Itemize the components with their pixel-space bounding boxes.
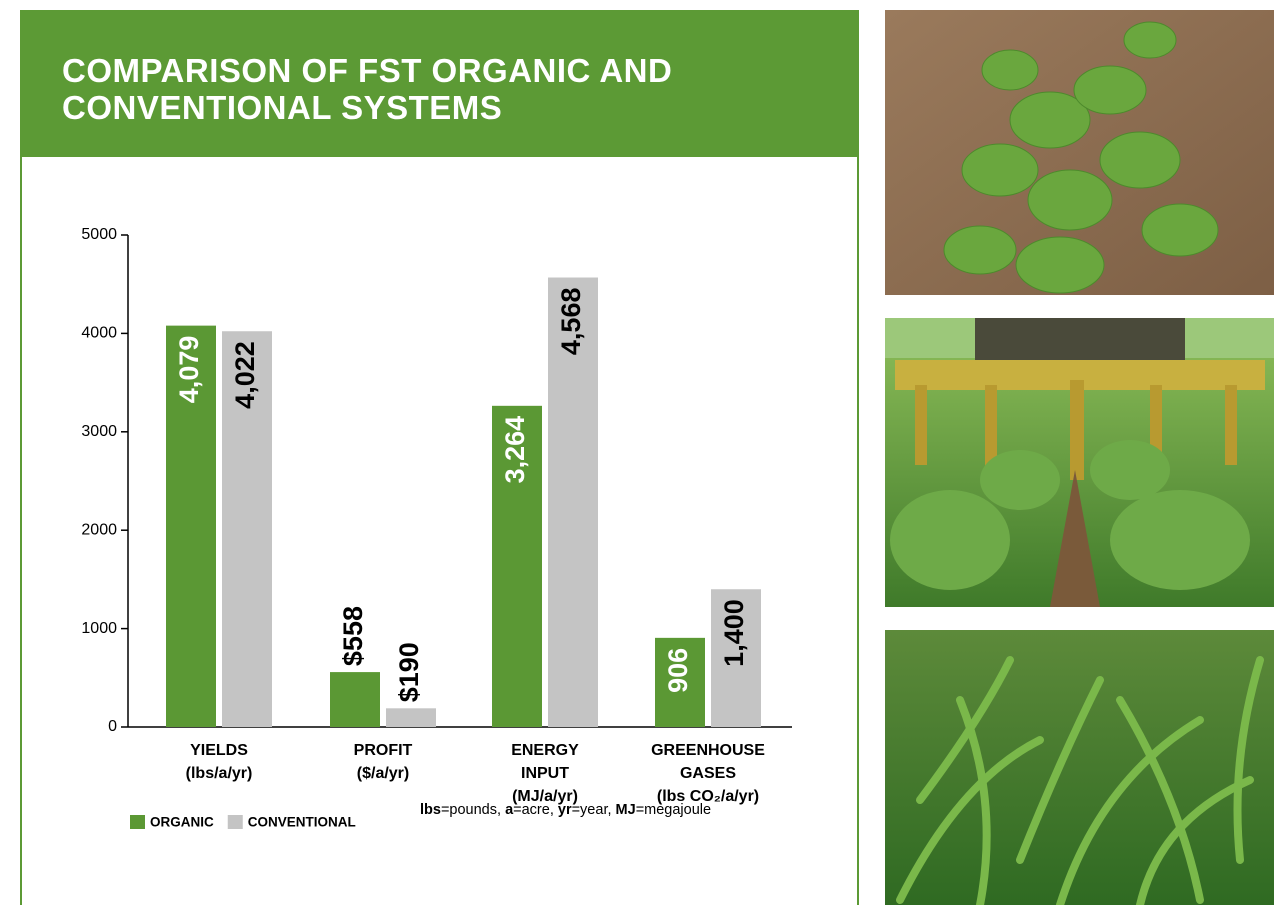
legend-label: ORGANIC [150, 815, 214, 830]
x-tick-label: (lbs/a/yr) [186, 765, 253, 782]
photo-corn [885, 630, 1274, 905]
note-part: =acre, [513, 802, 558, 818]
y-tick-label: 5000 [81, 226, 117, 243]
bar [711, 589, 761, 727]
x-tick-label: PROFIT [354, 742, 413, 759]
y-tick-label: 0 [108, 718, 117, 735]
bar [548, 277, 598, 727]
value-label: $190 [394, 642, 424, 702]
panel-border [857, 157, 859, 905]
bar [655, 637, 705, 727]
x-tick-label: (lbs CO₂/a/yr) [657, 788, 759, 805]
bar [330, 672, 380, 727]
photo-cultivator [885, 318, 1274, 607]
chart-title: COMPARISON OF FST ORGANIC AND CONVENTION… [62, 52, 673, 126]
y-tick-label: 2000 [81, 521, 117, 538]
bar [492, 405, 542, 727]
x-tick-label: ENERGY [511, 742, 579, 759]
note-part: MJ [616, 802, 636, 818]
y-tick-label: 4000 [81, 325, 117, 342]
note-part: =year, [572, 802, 616, 818]
x-tick-label: GREENHOUSE [651, 742, 765, 759]
photo-beans [885, 10, 1274, 295]
y-tick-label: 1000 [81, 620, 117, 637]
legend-swatch [227, 815, 243, 829]
legend-label: CONVENTIONAL [248, 815, 356, 830]
x-tick-label: ($/a/yr) [357, 765, 409, 782]
legend-swatch [130, 815, 145, 829]
panel-border [20, 157, 22, 905]
value-label: 4,079 [174, 336, 204, 404]
y-tick-label: 3000 [81, 423, 117, 440]
value-label: 4,568 [556, 288, 586, 356]
bar [222, 331, 272, 727]
bar [386, 708, 436, 727]
header-band [20, 10, 859, 157]
bar [166, 325, 216, 727]
note-part: yr [558, 802, 572, 818]
value-label: 4,022 [230, 341, 260, 409]
x-tick-label: YIELDS [190, 742, 248, 759]
x-tick-label: INPUT [521, 765, 569, 782]
note-part: =megajoule [636, 802, 711, 818]
x-tick-label: GASES [680, 765, 736, 782]
value-label: 906 [663, 648, 693, 693]
value-label: 1,400 [719, 599, 749, 667]
note-part: a [505, 802, 514, 818]
note-part: lbs [420, 802, 441, 818]
note-part: =pounds, [441, 802, 505, 818]
x-tick-label: (MJ/a/yr) [512, 788, 578, 805]
value-label: 3,264 [500, 416, 530, 484]
value-label: $558 [338, 606, 368, 666]
note: lbs=pounds, a=acre, yr=year, MJ=megajoul… [420, 802, 711, 818]
